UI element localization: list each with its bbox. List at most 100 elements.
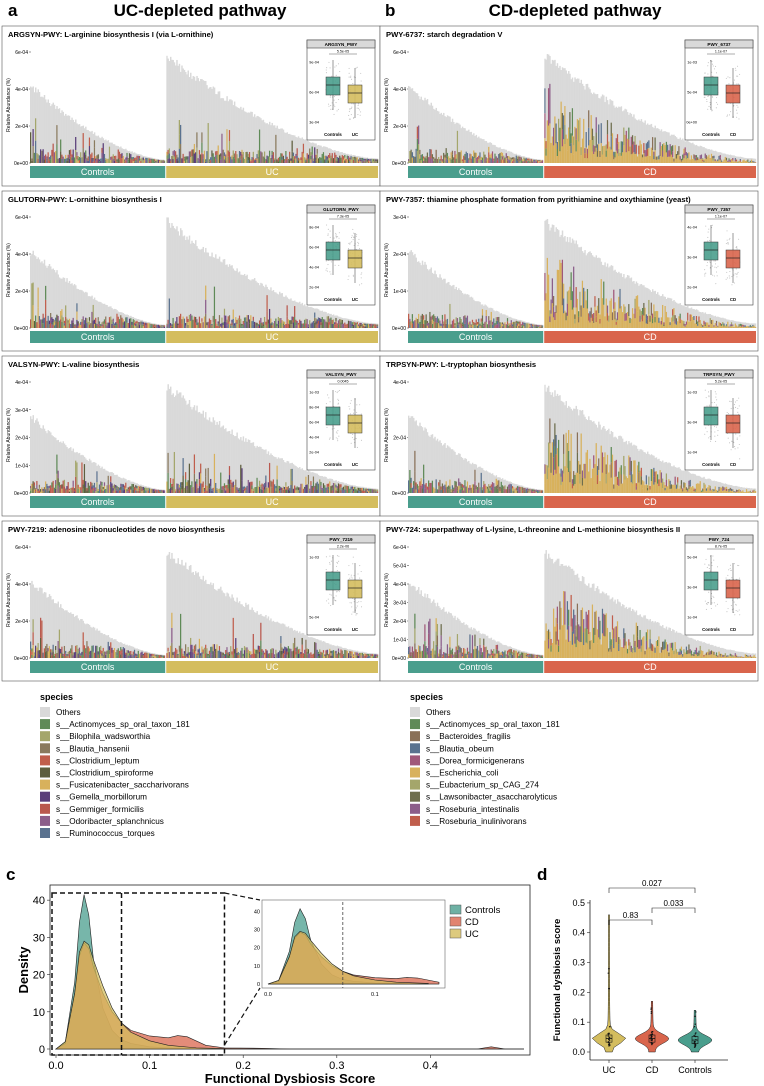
bar-species xyxy=(316,481,319,486)
bar-species xyxy=(245,317,247,321)
bar-others xyxy=(253,612,256,658)
bar-species xyxy=(282,489,285,493)
bar-others xyxy=(433,273,435,328)
bar-species xyxy=(68,318,71,324)
bar-species xyxy=(529,161,531,163)
bar-species xyxy=(40,489,42,491)
bar-species xyxy=(33,485,36,490)
bar-others xyxy=(56,603,58,658)
bar-species xyxy=(707,156,709,163)
bar-species xyxy=(95,158,97,161)
bar-others xyxy=(707,149,709,163)
bar-species xyxy=(108,146,111,163)
inset-point xyxy=(338,591,340,593)
y-tick-label: 0e+00 xyxy=(392,161,406,167)
bar-species xyxy=(539,160,541,162)
bar-species xyxy=(110,159,112,163)
bar-species xyxy=(337,483,340,493)
bar-species xyxy=(699,155,702,160)
bar-others xyxy=(47,265,49,328)
bar-others xyxy=(203,581,206,658)
bar-species xyxy=(625,130,628,142)
bar-others xyxy=(171,394,173,493)
bar-others xyxy=(97,135,100,163)
bar-others xyxy=(242,436,245,493)
bar-species xyxy=(141,321,143,325)
inset-point xyxy=(355,438,357,440)
bar-species xyxy=(110,642,112,658)
inset-point xyxy=(711,75,713,77)
bar-species xyxy=(626,138,629,163)
bar-species xyxy=(678,154,680,163)
bar-species xyxy=(222,489,225,493)
bar-species xyxy=(30,132,32,163)
bar-species xyxy=(220,651,222,658)
bar-others xyxy=(425,100,427,163)
inset-point xyxy=(353,117,355,119)
bar-species xyxy=(366,160,369,162)
inset-point xyxy=(349,118,351,120)
bar-species xyxy=(645,143,648,150)
bar-species xyxy=(197,322,200,328)
bar-species xyxy=(200,323,202,328)
bar-species xyxy=(511,159,514,162)
bar-species xyxy=(118,151,121,156)
bar-others xyxy=(586,83,589,163)
bar-species xyxy=(336,156,339,159)
inset-point xyxy=(356,446,358,449)
bar-species xyxy=(285,324,287,328)
bar-species xyxy=(196,322,198,326)
bar-species xyxy=(603,145,605,163)
bar-species xyxy=(291,651,293,658)
bar-species xyxy=(187,159,189,163)
bar-others xyxy=(289,299,291,328)
bar-species xyxy=(277,157,280,160)
bar-species xyxy=(426,325,429,328)
bar-species xyxy=(307,483,310,493)
bar-species xyxy=(262,326,265,328)
bar-others xyxy=(742,157,744,163)
bar-species xyxy=(176,154,178,159)
bar-species xyxy=(578,141,580,163)
bar-species xyxy=(351,651,354,658)
bar-others xyxy=(216,421,218,493)
inset-point xyxy=(326,267,328,269)
bar-species xyxy=(569,129,571,147)
bar-others xyxy=(424,261,426,328)
bar-species xyxy=(356,324,359,327)
bar-others xyxy=(441,279,444,328)
bar-species xyxy=(82,640,85,650)
inset-point xyxy=(338,264,340,266)
bar-species xyxy=(588,110,590,128)
bar-species xyxy=(100,649,102,654)
bar-species xyxy=(87,158,90,161)
inset-point xyxy=(348,118,350,120)
bar-species xyxy=(246,315,248,322)
bar-species xyxy=(519,156,521,159)
bar-species xyxy=(411,318,414,324)
bar-others xyxy=(212,583,215,658)
bar-others xyxy=(299,631,301,658)
bar-species xyxy=(65,154,67,159)
bar-species xyxy=(369,161,371,163)
bar-others xyxy=(177,558,179,658)
bar-species xyxy=(96,471,98,483)
bar-others xyxy=(77,289,80,328)
bar-species xyxy=(265,161,267,163)
bar-species xyxy=(142,157,145,161)
bar-species xyxy=(258,645,261,652)
bar-species xyxy=(167,647,169,652)
bar-species xyxy=(336,486,339,489)
bar-species xyxy=(66,653,68,656)
bar-species xyxy=(73,488,76,490)
bar-others xyxy=(275,622,277,658)
bar-others xyxy=(200,249,202,328)
bar-others xyxy=(297,467,300,493)
bar-species xyxy=(299,648,301,654)
bar-others xyxy=(276,293,278,328)
bar-group-controls xyxy=(30,250,166,328)
bar-species xyxy=(449,160,451,163)
bar-species xyxy=(68,654,71,658)
bar-species xyxy=(360,322,362,325)
bar-others xyxy=(287,461,290,493)
